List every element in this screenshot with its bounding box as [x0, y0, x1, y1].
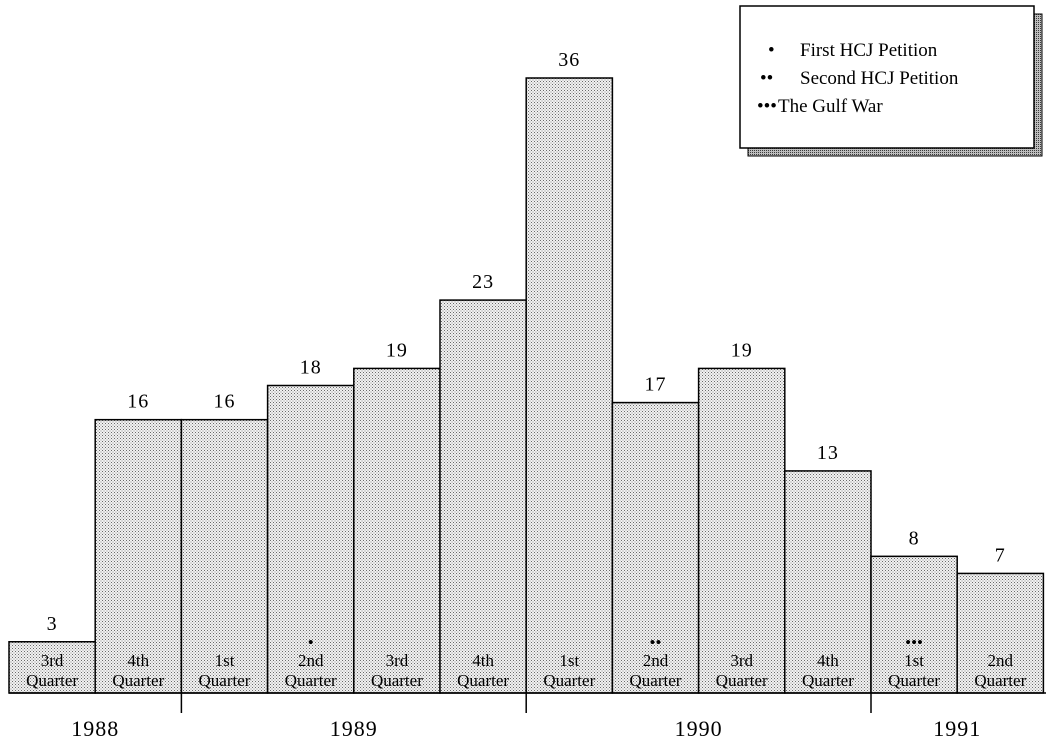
tick-label-quarter: Quarter [199, 671, 251, 690]
tick-label-quarter: Quarter [716, 671, 768, 690]
tick-label-quarter: 2nd [298, 651, 324, 670]
tick-label-quarter: Quarter [543, 671, 595, 690]
event-marker: ••• [905, 633, 923, 652]
legend-box [739, 5, 1035, 149]
data-label: 8 [909, 527, 920, 549]
tick-label-quarter: Quarter [974, 671, 1026, 690]
tick-label-quarter: Quarter [371, 671, 423, 690]
year-label: 1988 [71, 716, 119, 741]
data-label: 13 [817, 442, 839, 464]
legend-label: The Gulf War [778, 96, 883, 117]
data-label: 19 [386, 339, 408, 361]
bar-rect [266, 384, 355, 694]
data-label: 36 [558, 49, 580, 71]
bar-rect [784, 470, 872, 694]
x-axis: 1988 1989 1990 1991 [9, 692, 1046, 741]
data-label: 19 [731, 339, 753, 361]
tick-label-quarter: Quarter [285, 671, 337, 690]
data-label: 23 [472, 271, 494, 293]
tick-label-quarter: 4th [817, 651, 839, 670]
year-label: 1990 [675, 716, 723, 741]
bar-rect [956, 572, 1045, 694]
bar-rect [439, 299, 527, 694]
tick-label-quarter: 2nd [988, 651, 1014, 670]
legend-symbol: •• [760, 68, 773, 89]
tick-label-quarter: 1st [904, 651, 924, 670]
legend: • First HCJ Petition •• Second HCJ Petition… [739, 5, 1043, 157]
tick-label-quarter: Quarter [26, 671, 78, 690]
year-label: 1989 [330, 716, 378, 741]
tick-label-quarter: Quarter [112, 671, 164, 690]
legend-symbol: ••• [757, 96, 777, 117]
tick-label-quarter: 4th [472, 651, 494, 670]
tick-label-quarter: 3rd [386, 651, 409, 670]
bar-rect [180, 418, 269, 694]
tick-label-quarter: 1st [215, 651, 235, 670]
data-label: 3 [47, 613, 58, 635]
bar-rect [94, 418, 183, 694]
data-label: 17 [645, 374, 667, 396]
tick-label-quarter: Quarter [888, 671, 940, 690]
tick-label-quarter: 3rd [41, 651, 64, 670]
data-label: 16 [214, 391, 236, 413]
tick-label-quarter: 1st [559, 651, 579, 670]
bar-rect [697, 367, 786, 694]
event-marker: • [308, 633, 314, 652]
bar-rect [353, 367, 441, 694]
data-label: 7 [995, 544, 1006, 566]
tick-label-quarter: Quarter [802, 671, 854, 690]
bar-rect [525, 77, 614, 694]
bar-rect [8, 641, 96, 694]
tick-label-quarter: Quarter [457, 671, 509, 690]
legend-symbol: • [768, 40, 775, 61]
data-label: 18 [300, 357, 322, 379]
tick-label-quarter: 2nd [643, 651, 669, 670]
tick-label-quarter: 3rd [730, 651, 753, 670]
bars-group: 33rdQuarter164thQuarter161stQuarter182nd… [8, 49, 1045, 694]
tick-label-quarter: 4th [127, 651, 149, 670]
legend-label: First HCJ Petition [800, 40, 938, 61]
event-marker: •• [650, 633, 662, 652]
data-label: 16 [127, 391, 149, 413]
legend-label: Second HCJ Petition [800, 68, 959, 89]
tick-label-quarter: Quarter [630, 671, 682, 690]
year-label: 1991 [933, 716, 981, 741]
